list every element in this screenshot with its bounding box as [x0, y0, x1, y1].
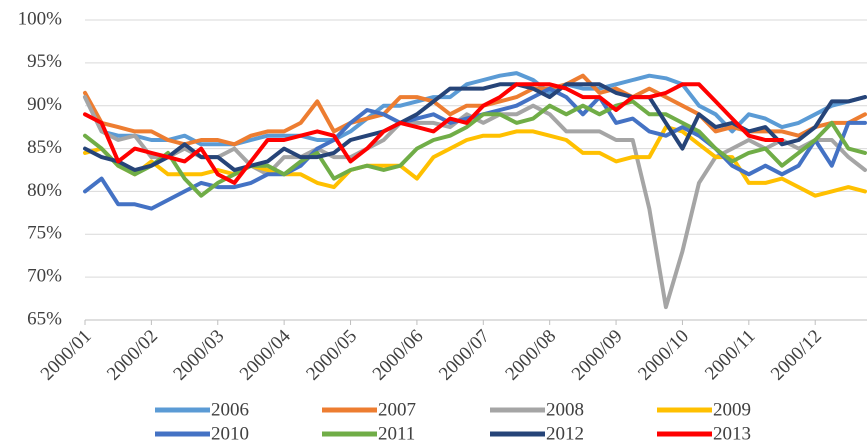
- y-tick-label: 80%: [27, 180, 62, 201]
- legend-label: 2012: [546, 423, 584, 444]
- x-tick-label: 2000/08: [501, 326, 560, 385]
- legend-label: 2007: [378, 399, 416, 420]
- x-tick-label: 2000/10: [634, 326, 693, 385]
- x-tick-label: 2000/04: [236, 325, 295, 384]
- legend-label: 2013: [713, 423, 751, 444]
- x-tick-label: 2000/12: [767, 326, 826, 385]
- x-tick-label: 2000/09: [568, 326, 627, 385]
- x-tick-label: 2000/06: [369, 326, 428, 385]
- x-tick-label: 2000/05: [302, 326, 361, 385]
- series-line: [83, 99, 867, 198]
- x-tick-label: 2000/03: [169, 326, 228, 385]
- y-tick-label: 100%: [18, 8, 63, 29]
- legend-label: 2011: [378, 423, 415, 444]
- x-tick-label: 2000/01: [37, 326, 96, 385]
- legend-label: 2006: [211, 399, 249, 420]
- x-tick-label: 2000/07: [435, 326, 494, 385]
- legend-label: 2009: [713, 399, 751, 420]
- y-tick-label: 90%: [27, 94, 62, 115]
- series-line: [83, 82, 867, 172]
- x-tick-label: 2000/11: [701, 326, 759, 384]
- y-tick-label: 95%: [27, 51, 62, 72]
- legend-label: 2010: [211, 423, 249, 444]
- series-line: [83, 82, 784, 185]
- series-line: [83, 95, 867, 310]
- y-tick-label: 85%: [27, 137, 62, 158]
- x-tick-label: 2000/02: [103, 326, 162, 385]
- y-tick-label: 70%: [27, 266, 62, 287]
- legend-label: 2008: [546, 399, 584, 420]
- y-tick-label: 75%: [27, 223, 62, 244]
- y-tick-label: 65%: [27, 308, 62, 329]
- series-line: [83, 73, 867, 147]
